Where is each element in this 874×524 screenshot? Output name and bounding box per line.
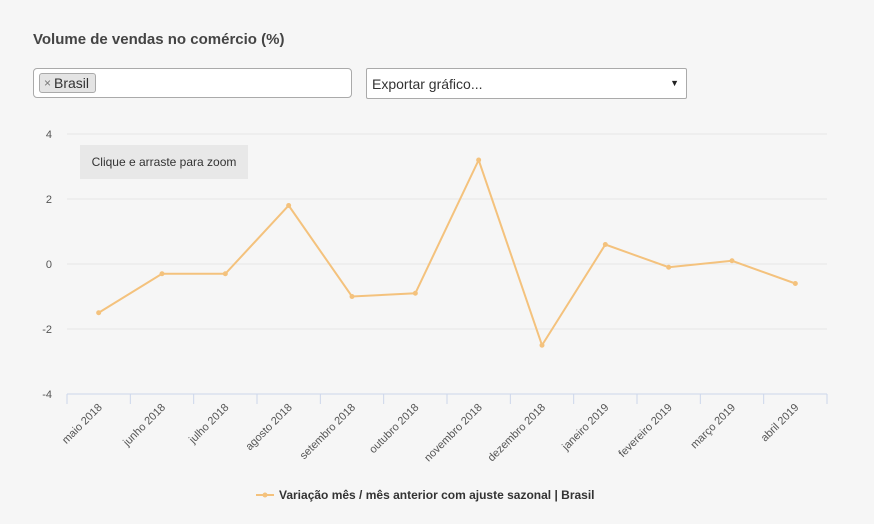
y-tick-label: 0 <box>46 259 52 271</box>
legend-label: Variação mês / mês anterior com ajuste s… <box>279 488 595 502</box>
chart-legend[interactable]: Variação mês / mês anterior com ajuste s… <box>256 488 595 502</box>
filter-tag-label: Brasil <box>54 75 90 91</box>
zoom-hint-box: Clique e arraste para zoom <box>80 145 248 179</box>
series-points <box>96 157 798 348</box>
y-tick-label: 4 <box>46 129 52 141</box>
data-point[interactable] <box>286 203 292 208</box>
x-tick-label: março 2019 <box>689 402 739 452</box>
y-axis-ticks: 4 2 0 -2 -4 <box>42 129 52 401</box>
data-point[interactable] <box>222 271 228 277</box>
data-point[interactable] <box>602 242 608 247</box>
y-tick-label: -2 <box>42 324 52 336</box>
x-tick-label: julho 2018 <box>186 402 231 447</box>
x-axis-tickmarks <box>66 394 828 404</box>
legend-marker-icon <box>262 492 268 498</box>
data-point[interactable] <box>96 310 102 316</box>
series-line <box>98 157 796 348</box>
y-tick-label: 2 <box>46 194 52 206</box>
x-tick-label: setembro 2018 <box>298 402 358 462</box>
x-tick-label: abril 2019 <box>759 402 802 445</box>
export-chart-label: Exportar gráfico... <box>372 76 483 92</box>
data-point[interactable] <box>666 264 672 270</box>
x-tick-label: janeiro 2019 <box>559 402 611 454</box>
data-point[interactable] <box>729 258 735 264</box>
y-tick-label: -4 <box>42 389 52 401</box>
data-point[interactable] <box>412 290 418 296</box>
export-chart-select[interactable]: Exportar gráfico... ▼ <box>366 68 687 99</box>
x-tick-label: outubro 2018 <box>367 402 421 456</box>
x-tick-label: agosto 2018 <box>243 402 294 453</box>
chevron-down-icon: ▼ <box>670 78 679 88</box>
data-point[interactable] <box>476 157 482 163</box>
data-point[interactable] <box>349 294 355 299</box>
x-axis-labels: maio 2018 junho 2018 julho 2018 agosto 2018… <box>60 402 801 465</box>
data-point[interactable] <box>792 281 798 286</box>
page-title: Volume de vendas no comércio (%) <box>33 31 285 48</box>
x-tick-label: dezembro 2018 <box>486 402 549 465</box>
x-tick-label: maio 2018 <box>60 402 105 447</box>
filter-tag-brasil: × Brasil <box>39 73 97 93</box>
zoom-hint-text: Clique e arraste para zoom <box>92 155 237 169</box>
x-tick-label: junho 2018 <box>120 402 168 450</box>
location-filter-input[interactable]: × Brasil <box>33 68 352 98</box>
remove-tag-icon[interactable]: × <box>44 76 52 90</box>
data-point[interactable] <box>159 271 165 277</box>
x-tick-label: novembro 2018 <box>422 402 485 465</box>
x-tick-label: fevereiro 2019 <box>617 402 675 460</box>
data-point[interactable] <box>539 342 545 348</box>
